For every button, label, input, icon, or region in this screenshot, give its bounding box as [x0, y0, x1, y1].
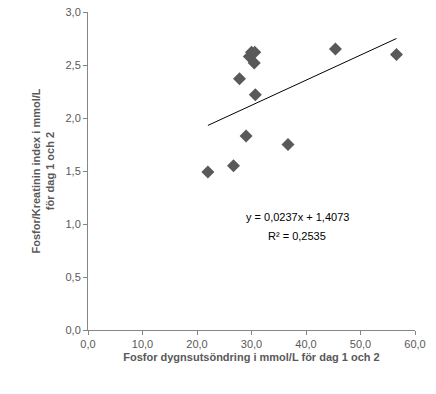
- svg-text:50,0: 50,0: [350, 338, 371, 350]
- svg-text:0,5: 0,5: [66, 271, 81, 283]
- svg-text:10,0: 10,0: [132, 338, 153, 350]
- svg-text:0,0: 0,0: [80, 338, 95, 350]
- svg-text:40,0: 40,0: [295, 338, 316, 350]
- svg-text:2,5: 2,5: [66, 59, 81, 71]
- svg-text:y = 0,0237x + 1,4073: y = 0,0237x + 1,4073: [246, 211, 349, 223]
- svg-text:Fosfor/Kreatinin index i mmol/: Fosfor/Kreatinin index i mmol/Lför dag 1…: [30, 88, 56, 253]
- svg-text:30,0: 30,0: [241, 338, 262, 350]
- svg-text:60,0: 60,0: [404, 338, 425, 350]
- svg-text:R² = 0,2535: R² = 0,2535: [268, 230, 326, 242]
- svg-text:0,0: 0,0: [66, 324, 81, 336]
- svg-text:3,0: 3,0: [66, 6, 81, 18]
- svg-text:2,0: 2,0: [66, 112, 81, 124]
- svg-text:Fosfor dygnsutsöndring i mmol/: Fosfor dygnsutsöndring i mmol/L för dag …: [123, 351, 379, 363]
- svg-text:1,5: 1,5: [66, 165, 81, 177]
- svg-text:1,0: 1,0: [66, 218, 81, 230]
- svg-text:20,0: 20,0: [186, 338, 207, 350]
